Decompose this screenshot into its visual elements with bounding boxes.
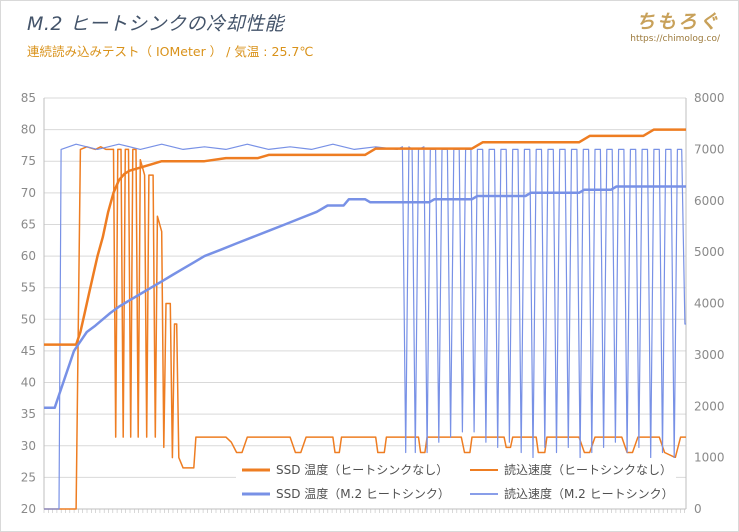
x-axis [43,98,687,513]
left-tick-label: 50 [21,312,36,326]
series-line-0 [44,128,686,346]
chart-subtitle: 連続読み込みテスト（ IOMeter ） / 気温 : 25.7℃ [27,44,314,59]
legend: SSD 温度（ヒートシンクなし） 読込速度（ヒートシンクなし） SSD 温度（M.2… [236,458,676,504]
right-tick-label: 2000 [694,399,725,413]
left-tick-label: 45 [21,344,36,358]
right-axis-ticks: 0 1000 2000 3000 4000 5000 6000 7000 8000 [694,91,725,516]
right-tick-label: 4000 [694,297,725,311]
left-tick-label: 85 [21,91,36,105]
series-lines [44,128,686,510]
left-tick-label: 60 [21,249,36,263]
legend-label-3: 読込速度（M.2 ヒートシンク） [504,486,674,501]
left-tick-label: 70 [21,186,36,200]
legend-label-2: SSD 温度（M.2 ヒートシンク） [276,486,450,501]
left-tick-label: 20 [21,502,36,516]
right-tick-label: 5000 [694,245,725,259]
left-axis-ticks: 20 25 30 35 40 45 50 55 60 65 70 75 80 85 [21,91,36,516]
legend-bg [236,458,676,504]
right-tick-label: 7000 [694,142,725,156]
legend-label-0: SSD 温度（ヒートシンクなし） [276,462,448,477]
chart-title: M.2 ヒートシンクの冷却性能 [27,13,285,35]
left-tick-label: 35 [21,407,36,421]
left-tick-label: 25 [21,470,36,484]
right-tick-label: 6000 [694,194,725,208]
left-tick-label: 55 [21,281,36,295]
left-tick-label: 30 [21,439,36,453]
right-tick-label: 0 [694,502,702,516]
series-line-2 [44,185,686,410]
series-line-3 [44,143,686,510]
right-tick-label: 8000 [694,91,725,105]
legend-label-1: 読込速度（ヒートシンクなし） [504,462,672,477]
series-line-1 [44,146,686,510]
right-tick-label: 3000 [694,348,725,362]
left-tick-label: 65 [21,217,36,231]
left-tick-label: 75 [21,154,36,168]
left-tick-label: 80 [21,123,36,137]
left-tick-label: 40 [21,376,36,390]
right-tick-label: 1000 [694,451,725,465]
brand-url: https://chimolog.co/ [630,34,720,44]
brand-logo: ちもろぐ [635,11,720,33]
